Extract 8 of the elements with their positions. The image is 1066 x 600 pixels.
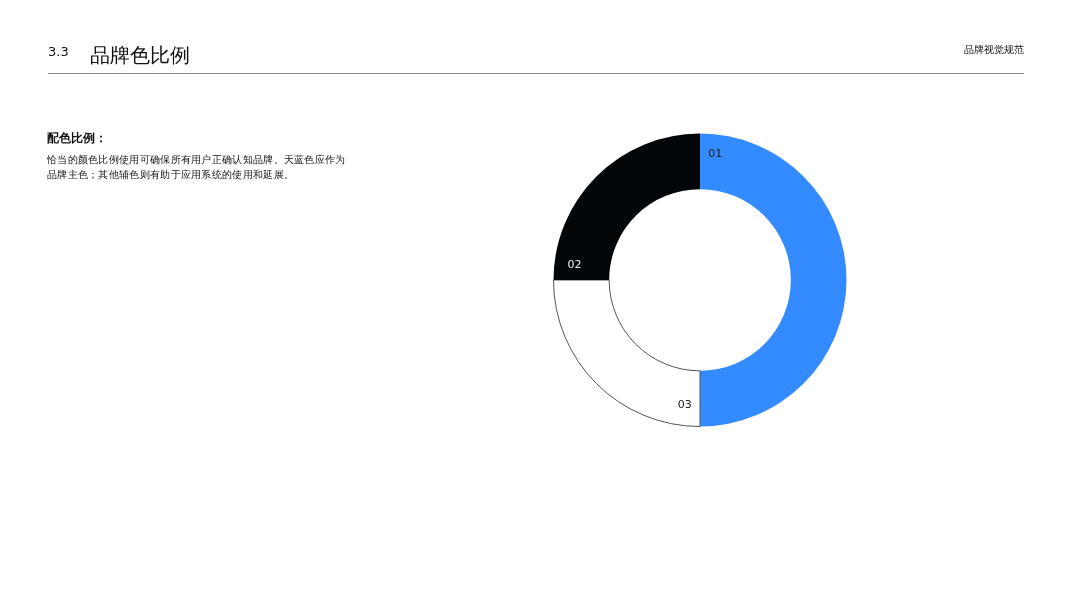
text: 恰当的颜色比例使用可确保所有用户正确认知品牌。天蓝色应作为品牌主色；其他辅色则有助于应用系统的使用和延展。: [47, 153, 347, 182]
text: 品牌色比例: [90, 42, 190, 68]
text: 配色比例：: [47, 130, 107, 146]
slice-label: 01: [708, 147, 723, 161]
slice-label: 02: [567, 257, 582, 271]
slice-label: 03: [677, 398, 692, 412]
text: 3.3: [48, 44, 69, 60]
text: 品牌视觉规范: [964, 44, 1024, 56]
